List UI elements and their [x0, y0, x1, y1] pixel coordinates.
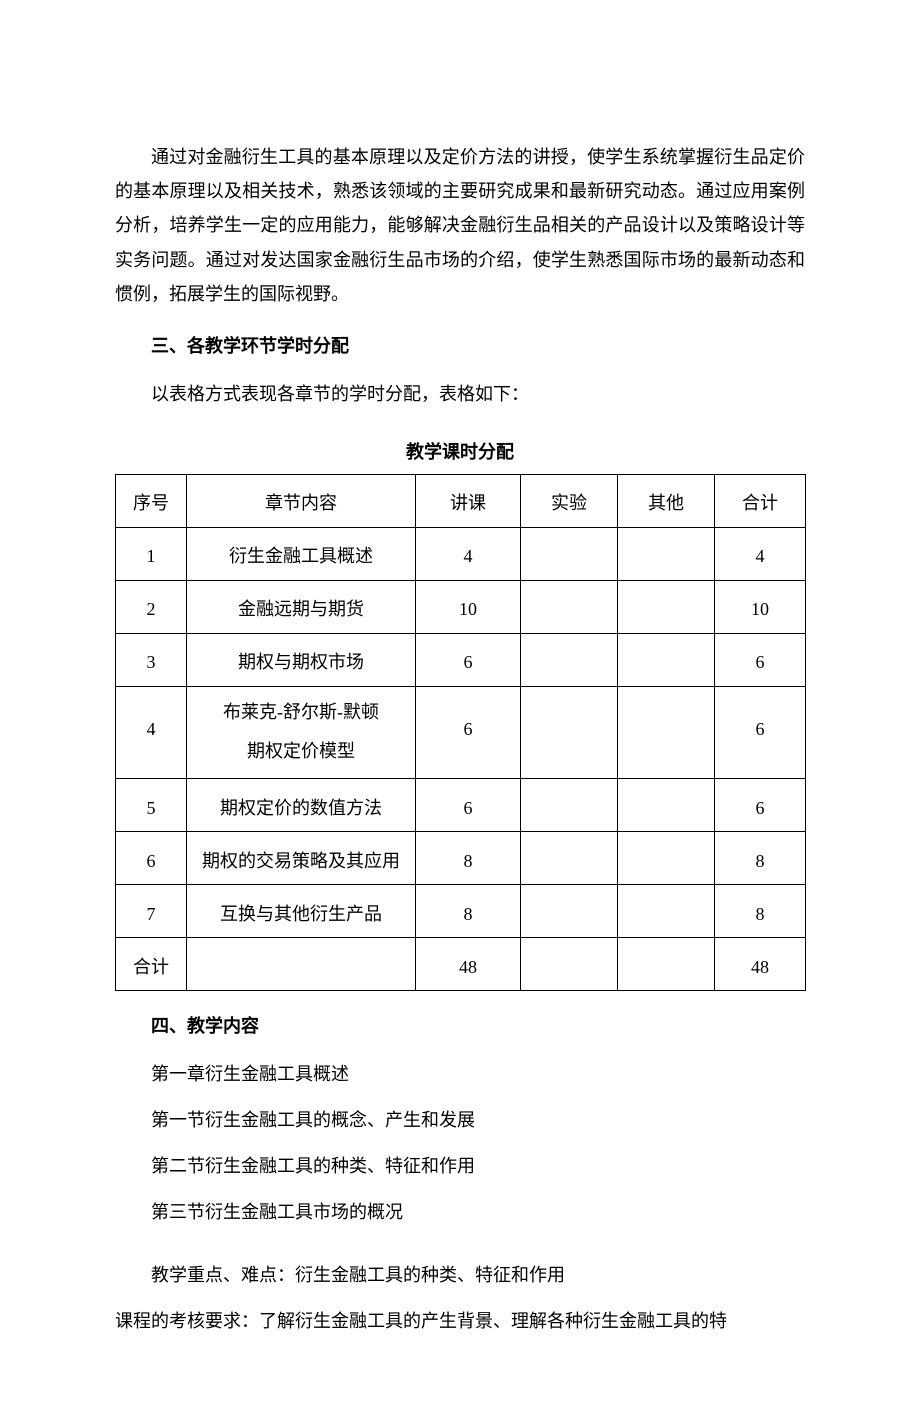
- col-total-header: 合计: [715, 474, 806, 527]
- table-row: 4布莱克-舒尔斯-默顿期权定价模型66: [116, 686, 806, 778]
- table-cell: 4: [715, 527, 806, 580]
- table-row: 2金融远期与期货1010: [116, 580, 806, 633]
- table-cell: [618, 580, 715, 633]
- table-cell: [618, 937, 715, 990]
- table-cell: [521, 527, 618, 580]
- table-title: 教学课时分配: [115, 435, 805, 469]
- table-row: 7互换与其他衍生产品88: [116, 884, 806, 937]
- table-cell: 3: [116, 633, 187, 686]
- table-cell: 8: [416, 831, 521, 884]
- table-cell: 6: [715, 633, 806, 686]
- table-cell: 4: [116, 686, 187, 778]
- hours-table: 序号 章节内容 讲课 实验 其他 合计 1衍生金融工具概述442金融远期与期货1…: [115, 474, 806, 991]
- table-row: 6期权的交易策略及其应用88: [116, 831, 806, 884]
- table-cell: 互换与其他衍生产品: [187, 884, 416, 937]
- col-seq-header: 序号: [116, 474, 187, 527]
- table-cell: 1: [116, 527, 187, 580]
- col-lecture-header: 讲课: [416, 474, 521, 527]
- table-cell: 5: [116, 778, 187, 831]
- table-cell: [521, 633, 618, 686]
- table-row: 3期权与期权市场66: [116, 633, 806, 686]
- table-cell: 48: [416, 937, 521, 990]
- keypoints-line: 教学重点、难点：衍生金融工具的种类、特征和作用: [115, 1258, 805, 1292]
- table-cell: 10: [416, 580, 521, 633]
- table-row: 1衍生金融工具概述44: [116, 527, 806, 580]
- table-row: 5期权定价的数值方法66: [116, 778, 806, 831]
- table-cell: [618, 778, 715, 831]
- table-cell: 10: [715, 580, 806, 633]
- table-cell: 期权的交易策略及其应用: [187, 831, 416, 884]
- table-body: 1衍生金融工具概述442金融远期与期货10103期权与期权市场664布莱克-舒尔…: [116, 527, 806, 990]
- table-cell: 8: [715, 884, 806, 937]
- table-cell: 6: [416, 778, 521, 831]
- table-cell: 期权定价的数值方法: [187, 778, 416, 831]
- chapter-1-title: 第一章衍生金融工具概述: [115, 1057, 805, 1091]
- table-cell: 6: [416, 686, 521, 778]
- table-cell: [521, 686, 618, 778]
- table-row: 合计 48 48: [116, 937, 806, 990]
- table-header-row: 序号 章节内容 讲课 实验 其他 合计: [116, 474, 806, 527]
- table-cell: 7: [116, 884, 187, 937]
- table-cell: [187, 937, 416, 990]
- intro-paragraph: 通过对金融衍生工具的基本原理以及定价方法的讲授，使学生系统掌握衍生品定价的基本原…: [115, 140, 805, 311]
- col-other-header: 其他: [618, 474, 715, 527]
- table-cell: 8: [715, 831, 806, 884]
- table-cell: [521, 580, 618, 633]
- table-cell: 6: [116, 831, 187, 884]
- table-cell: 金融远期与期货: [187, 580, 416, 633]
- table-cell: [618, 884, 715, 937]
- document-page: 通过对金融衍生工具的基本原理以及定价方法的讲授，使学生系统掌握衍生品定价的基本原…: [0, 0, 920, 1408]
- table-cell: 期权与期权市场: [187, 633, 416, 686]
- table-cell: 6: [715, 686, 806, 778]
- section-3-heading: 三、各教学环节学时分配: [115, 329, 805, 363]
- table-cell: [618, 831, 715, 884]
- col-content-header: 章节内容: [187, 474, 416, 527]
- table-cell: [521, 831, 618, 884]
- table-cell: 布莱克-舒尔斯-默顿期权定价模型: [187, 686, 416, 778]
- section-4-heading: 四、教学内容: [115, 1009, 805, 1043]
- table-cell: [521, 884, 618, 937]
- table-cell: 衍生金融工具概述: [187, 527, 416, 580]
- chapter-1-section-2: 第二节衍生金融工具的种类、特征和作用: [115, 1149, 805, 1183]
- table-cell: [618, 527, 715, 580]
- table-cell: 6: [416, 633, 521, 686]
- table-cell: 2: [116, 580, 187, 633]
- table-cell: 4: [416, 527, 521, 580]
- table-cell: [521, 778, 618, 831]
- assessment-line: 课程的考核要求：了解衍生金融工具的产生背景、理解各种衍生金融工具的特: [115, 1304, 805, 1338]
- chapter-1-section-3: 第三节衍生金融工具市场的概况: [115, 1195, 805, 1229]
- table-cell: [618, 633, 715, 686]
- col-experiment-header: 实验: [521, 474, 618, 527]
- table-cell: 6: [715, 778, 806, 831]
- table-cell: [521, 937, 618, 990]
- table-cell: 8: [416, 884, 521, 937]
- section-3-intro: 以表格方式表现各章节的学时分配，表格如下：: [115, 377, 805, 411]
- table-cell: 合计: [116, 937, 187, 990]
- chapter-1-section-1: 第一节衍生金融工具的概念、产生和发展: [115, 1103, 805, 1137]
- table-cell: 48: [715, 937, 806, 990]
- table-cell: [618, 686, 715, 778]
